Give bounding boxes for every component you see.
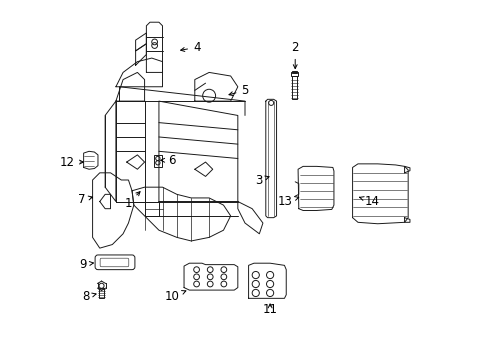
Text: 11: 11 (263, 303, 278, 316)
Bar (292, 76, 297, 99)
Bar (292, 71, 297, 73)
Bar (99, 288, 104, 298)
Text: 6: 6 (161, 154, 175, 167)
Bar (153, 155, 162, 167)
Text: 7: 7 (78, 193, 93, 206)
Text: 14: 14 (360, 195, 380, 208)
Text: 9: 9 (80, 258, 94, 271)
Bar (291, 72, 298, 76)
Text: 1: 1 (124, 192, 140, 210)
Text: 3: 3 (255, 174, 269, 186)
Text: 10: 10 (165, 290, 186, 303)
Text: 2: 2 (292, 41, 299, 68)
Text: 12: 12 (60, 156, 83, 168)
Text: 8: 8 (83, 290, 96, 303)
Text: 4: 4 (181, 41, 200, 54)
Text: 5: 5 (229, 84, 249, 97)
Text: 13: 13 (278, 195, 299, 208)
